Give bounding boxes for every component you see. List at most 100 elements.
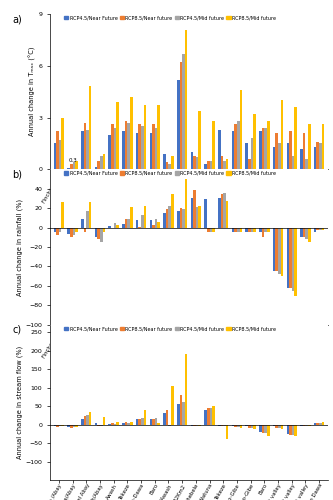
Bar [286, 424, 289, 434]
Bar [253, 228, 256, 232]
Bar [185, 179, 187, 228]
Bar [226, 424, 228, 440]
Text: 0.3: 0.3 [69, 158, 78, 163]
Bar [223, 160, 226, 170]
Bar [56, 424, 59, 428]
Bar [54, 228, 56, 232]
Bar [289, 132, 292, 170]
Bar [144, 106, 146, 170]
Bar [185, 30, 187, 170]
Bar [308, 124, 311, 170]
Bar [196, 158, 198, 170]
Bar [237, 424, 239, 428]
Bar [89, 202, 92, 228]
Bar [67, 228, 70, 234]
Bar [281, 100, 283, 170]
Bar [198, 110, 201, 170]
Bar [136, 419, 139, 424]
Bar [127, 122, 130, 170]
Bar [62, 424, 64, 426]
Bar [84, 228, 86, 232]
Bar [54, 144, 56, 170]
Bar [251, 424, 253, 428]
Bar [130, 97, 133, 170]
Bar [73, 424, 75, 428]
Bar [190, 424, 193, 426]
Bar [278, 228, 281, 274]
Bar [294, 228, 297, 296]
Bar [212, 121, 215, 170]
Bar [286, 228, 289, 288]
Bar [273, 424, 275, 426]
Bar [226, 202, 228, 228]
Bar [75, 424, 78, 428]
Bar [209, 408, 212, 424]
Bar [267, 424, 269, 436]
Bar [319, 228, 322, 230]
Bar [303, 228, 305, 237]
Bar [157, 422, 160, 424]
Bar [177, 80, 179, 170]
Bar [239, 424, 242, 428]
Bar [251, 228, 253, 232]
Bar [116, 102, 119, 170]
Bar [54, 424, 56, 426]
Bar [218, 130, 221, 170]
Bar [264, 128, 267, 170]
Legend: RCP4.5/Near Future, RCP8.5/Near future, RCP4.5/Mid future, RCP8.5/Mid future: RCP4.5/Near Future, RCP8.5/Near future, … [64, 15, 277, 21]
Bar [97, 424, 100, 426]
Bar [245, 424, 248, 426]
Bar [264, 424, 267, 432]
X-axis label: Watershed / Area: Watershed / Area [159, 378, 219, 384]
Bar [84, 416, 86, 424]
Bar [253, 424, 256, 429]
Bar [56, 132, 59, 170]
Bar [70, 164, 73, 170]
Bar [303, 133, 305, 170]
Bar [234, 424, 237, 428]
Bar [81, 219, 84, 228]
Bar [275, 424, 278, 428]
Bar [316, 142, 319, 170]
Bar [182, 402, 185, 424]
Bar [67, 424, 70, 428]
Bar [221, 194, 223, 228]
Y-axis label: Annual change in stream flow (%): Annual change in stream flow (%) [16, 346, 23, 459]
Bar [109, 135, 111, 170]
Bar [86, 211, 89, 228]
Bar [319, 422, 322, 424]
Bar [62, 202, 64, 228]
Bar [245, 228, 248, 232]
Bar [59, 424, 62, 426]
Legend: RCP4.5/Near Future, RCP8.5/Near future, RCP4.5/Mid future, RCP8.5/Mid future: RCP4.5/Near Future, RCP8.5/Near future, … [64, 170, 277, 176]
Bar [232, 228, 234, 232]
Bar [294, 424, 297, 436]
Bar [171, 156, 173, 170]
Bar [226, 159, 228, 170]
Text: b): b) [12, 170, 22, 179]
Bar [193, 190, 196, 228]
Bar [116, 224, 119, 228]
Bar [179, 395, 182, 424]
Bar [259, 228, 262, 232]
Bar [150, 133, 152, 170]
Bar [275, 228, 278, 272]
Bar [314, 228, 316, 232]
Bar [125, 121, 127, 170]
Bar [204, 164, 207, 170]
Bar [207, 408, 209, 424]
Bar [86, 130, 89, 170]
Bar [193, 424, 196, 426]
Bar [237, 228, 239, 232]
Bar [182, 209, 185, 228]
Bar [248, 228, 251, 232]
Bar [157, 106, 160, 170]
Bar [152, 419, 155, 424]
Text: c): c) [12, 324, 22, 334]
Bar [179, 62, 182, 170]
Bar [232, 424, 234, 426]
Bar [267, 228, 269, 232]
Bar [59, 140, 62, 170]
Bar [114, 222, 116, 228]
Bar [100, 424, 103, 426]
